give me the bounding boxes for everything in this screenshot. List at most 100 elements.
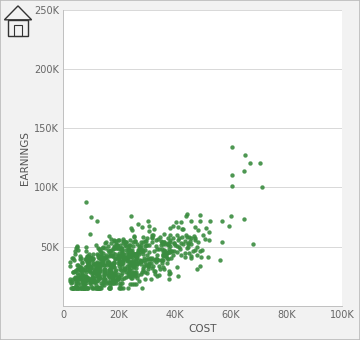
Point <box>97 286 103 291</box>
Point <box>217 257 223 263</box>
Point <box>106 267 112 272</box>
Point <box>250 241 256 246</box>
Point <box>116 250 122 256</box>
Point <box>134 270 139 275</box>
Point <box>107 262 112 267</box>
Point <box>71 257 77 262</box>
Point <box>136 248 141 253</box>
Point <box>98 280 104 286</box>
Point <box>119 260 125 265</box>
Point <box>126 267 132 272</box>
Point <box>115 275 121 280</box>
Point <box>206 237 212 242</box>
Point <box>69 280 75 285</box>
Point <box>146 261 152 267</box>
Point <box>102 276 107 282</box>
Point <box>89 256 94 261</box>
Point <box>140 268 146 273</box>
Point <box>139 249 145 254</box>
Point <box>101 279 107 285</box>
Point <box>131 265 137 270</box>
Point <box>96 262 102 267</box>
Point <box>106 259 112 265</box>
Point <box>81 285 87 291</box>
Point <box>96 275 102 280</box>
Point <box>147 256 153 261</box>
Point <box>166 242 171 248</box>
Point <box>110 261 116 266</box>
Point <box>77 275 82 281</box>
Point <box>131 269 137 274</box>
Point <box>88 215 94 220</box>
Point <box>125 286 131 291</box>
Point <box>82 264 88 270</box>
Point <box>94 265 99 271</box>
Point <box>157 263 162 269</box>
Point <box>76 286 82 291</box>
Point <box>134 242 140 247</box>
Point <box>161 231 167 237</box>
Point <box>134 251 140 256</box>
Point <box>132 239 138 244</box>
Point <box>95 286 100 291</box>
Point <box>108 262 114 268</box>
Point <box>102 275 107 280</box>
Point <box>91 280 97 285</box>
Point <box>132 273 138 278</box>
Point <box>148 276 154 282</box>
Point <box>119 245 125 250</box>
Point <box>167 225 173 231</box>
Point <box>185 241 191 247</box>
Point <box>72 274 78 279</box>
Point <box>114 274 120 280</box>
Point <box>109 275 115 280</box>
Point <box>144 235 150 240</box>
Point <box>121 255 126 260</box>
Point <box>120 251 126 256</box>
Point <box>84 267 89 272</box>
Point <box>127 273 132 278</box>
Point <box>75 266 81 271</box>
Point <box>139 269 145 275</box>
Point <box>135 247 141 253</box>
Point <box>106 274 112 279</box>
Point <box>194 266 200 272</box>
Point <box>203 225 209 231</box>
Point <box>95 255 101 260</box>
Point <box>82 286 88 291</box>
Point <box>72 268 77 273</box>
Point <box>219 239 224 244</box>
Point <box>133 256 139 262</box>
Point <box>87 231 93 237</box>
Point <box>94 278 100 284</box>
Point <box>110 260 116 266</box>
Point <box>86 251 92 257</box>
Point <box>73 284 78 289</box>
Point <box>110 278 116 284</box>
Point <box>191 234 197 239</box>
Point <box>97 268 103 274</box>
Point <box>109 264 115 269</box>
Point <box>109 270 115 276</box>
Point <box>131 259 136 265</box>
Point <box>121 255 126 260</box>
Point <box>113 267 118 272</box>
Point <box>79 266 85 272</box>
Point <box>77 282 83 287</box>
Point <box>180 226 186 232</box>
Point <box>128 275 134 281</box>
Point <box>91 269 97 275</box>
Point <box>195 239 201 245</box>
Point <box>86 258 91 264</box>
Point <box>145 262 150 268</box>
Point <box>117 258 122 264</box>
Point <box>74 266 80 272</box>
Point <box>86 276 92 282</box>
Point <box>77 268 83 273</box>
Point <box>96 246 102 252</box>
Point <box>81 281 87 287</box>
Point <box>188 241 194 247</box>
Point <box>125 274 131 279</box>
Point <box>78 286 84 291</box>
Point <box>134 251 140 256</box>
